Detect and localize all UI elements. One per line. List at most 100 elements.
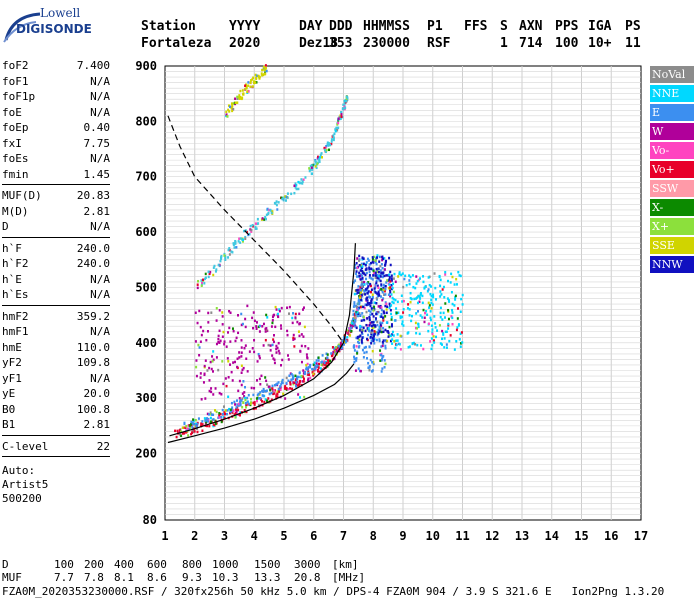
echo-point-e-spread — [362, 356, 365, 359]
echo-point-nnw-spread — [361, 277, 364, 280]
echo-point-f2-third-hop — [258, 77, 261, 80]
echo-point-nne-spread — [432, 339, 435, 342]
echo-point-e-spread — [381, 275, 384, 279]
echo-point-o-trace — [308, 373, 311, 377]
echo-point-e-spread — [359, 273, 362, 276]
echo-point-o-trace — [316, 363, 319, 367]
echo-point-f2-second-hop — [336, 123, 339, 126]
param-row-hme: hmE 110.0 — [2, 340, 110, 356]
echo-point-o-trace — [348, 329, 351, 333]
echo-point-e-spread — [369, 310, 372, 313]
echo-point-f2-third-hop — [242, 92, 245, 95]
echo-point-nnw-spread — [361, 256, 364, 259]
echo-point-f2-second-hop — [231, 251, 234, 254]
param-key: foE — [2, 105, 22, 119]
echo-point-w-spread — [307, 347, 310, 350]
echo-point-w-spread — [200, 333, 203, 337]
echo-point-f2-second-hop — [254, 225, 257, 229]
echo-point-w-spread — [271, 315, 274, 319]
echo-point-f2-third-hop — [250, 79, 253, 82]
echo-point-f2-second-hop — [301, 180, 304, 183]
echo-point-nne-spread — [444, 273, 447, 276]
hdr-value-2: Dez18 — [299, 36, 339, 51]
echo-point-w-spread — [278, 308, 281, 311]
echo-point-w-spread — [262, 322, 265, 326]
echo-point-nnw-spread — [370, 298, 373, 301]
echo-point-o-trace — [245, 410, 248, 414]
echo-point-f2-second-hop — [282, 197, 285, 200]
echo-point-w-spread — [204, 359, 207, 362]
echo-point-f2-second-hop — [330, 140, 333, 143]
echo-point-e-spread — [357, 341, 360, 345]
echo-point-nne-spread — [418, 300, 421, 304]
d-value: [km] — [332, 558, 359, 571]
echo-point-x-trace — [190, 420, 193, 424]
echo-point-o-trace — [354, 314, 357, 318]
echo-point-e-spread — [368, 295, 371, 298]
echo-point-nne-spread — [402, 285, 405, 289]
param-value: N/A — [90, 220, 110, 233]
echo-point-x-trace — [246, 400, 249, 404]
echo-point-nne-spread — [419, 314, 422, 317]
echo-point-x-trace — [349, 323, 352, 327]
echo-point-x-trace — [291, 374, 294, 377]
profile-curve-dashed — [167, 115, 344, 344]
echo-point-w-spread — [255, 321, 258, 324]
echo-point-nne-spread — [415, 297, 418, 300]
y-tick-label: 900 — [135, 59, 157, 73]
echo-point-o-trace — [318, 362, 321, 366]
echo-point-nne-spread — [459, 310, 462, 314]
echo-point-e-spread — [384, 362, 387, 366]
echo-point-w-spread — [218, 309, 221, 312]
echo-point-f2-third-hop — [244, 84, 247, 88]
echo-point-x-trace — [231, 406, 234, 409]
echo-point-x-trace — [271, 387, 274, 390]
echo-point-x-trace — [268, 385, 271, 388]
echo-point-nne-spread — [414, 321, 417, 325]
echo-point-w-spread — [208, 366, 211, 370]
echo-point-w-spread — [297, 393, 300, 396]
echo-point-w-spread — [243, 346, 246, 350]
echo-point-f2-second-hop — [204, 276, 207, 279]
echo-point-e-spread — [362, 315, 365, 319]
echo-point-nnw-spread — [355, 262, 358, 265]
echo-point-w-spread — [257, 352, 260, 356]
echo-point-nne-spread — [431, 303, 434, 306]
echo-point-nnw-spread — [368, 316, 371, 320]
echo-point-w-spread — [250, 386, 253, 390]
echo-point-e-spread — [368, 368, 371, 372]
echo-point-nne-spread — [391, 330, 394, 334]
echo-point-f2-second-hop — [200, 279, 203, 282]
echo-point-o-trace — [223, 416, 226, 420]
echo-point-f2-second-hop — [244, 235, 247, 239]
echo-point-f2-second-hop — [264, 217, 267, 221]
hdr-label-9: PPS — [555, 19, 579, 34]
echo-point-nnw-spread — [374, 259, 377, 262]
echo-point-nne-spread — [392, 297, 395, 301]
param-row-yf2: yF2 109.8 — [2, 355, 110, 371]
echo-point-e-spread — [381, 266, 384, 270]
echo-point-nnw-spread — [360, 267, 363, 271]
echo-point-w-spread — [200, 398, 203, 401]
echo-point-nnw-spread — [372, 309, 375, 312]
hdr-label-5: P1 — [427, 19, 443, 34]
echo-point-e-spread — [352, 313, 355, 316]
echo-point-x-trace — [353, 323, 356, 326]
param-key: C-level — [2, 439, 49, 453]
echo-point-nnw-spread — [384, 260, 387, 264]
echo-point-w-spread — [203, 364, 206, 368]
echo-point-nne-spread — [392, 277, 395, 280]
echo-point-w-spread — [266, 329, 269, 333]
echo-point-w-spread — [297, 330, 300, 333]
echo-point-nne-spread — [410, 297, 413, 301]
x-tick-label: 8 — [370, 529, 377, 543]
echo-point-x-trace — [209, 416, 212, 420]
echo-point-f2-third-hop — [239, 89, 242, 93]
echo-point-o-trace — [289, 383, 292, 386]
echo-point-x-trace — [354, 319, 357, 323]
echo-point-f2-third-hop — [247, 81, 250, 84]
x-tick-label: 15 — [574, 529, 588, 543]
echo-point-o-trace — [192, 429, 195, 432]
echo-point-nne-spread — [408, 308, 411, 311]
hdr-label-7: S — [500, 19, 508, 34]
